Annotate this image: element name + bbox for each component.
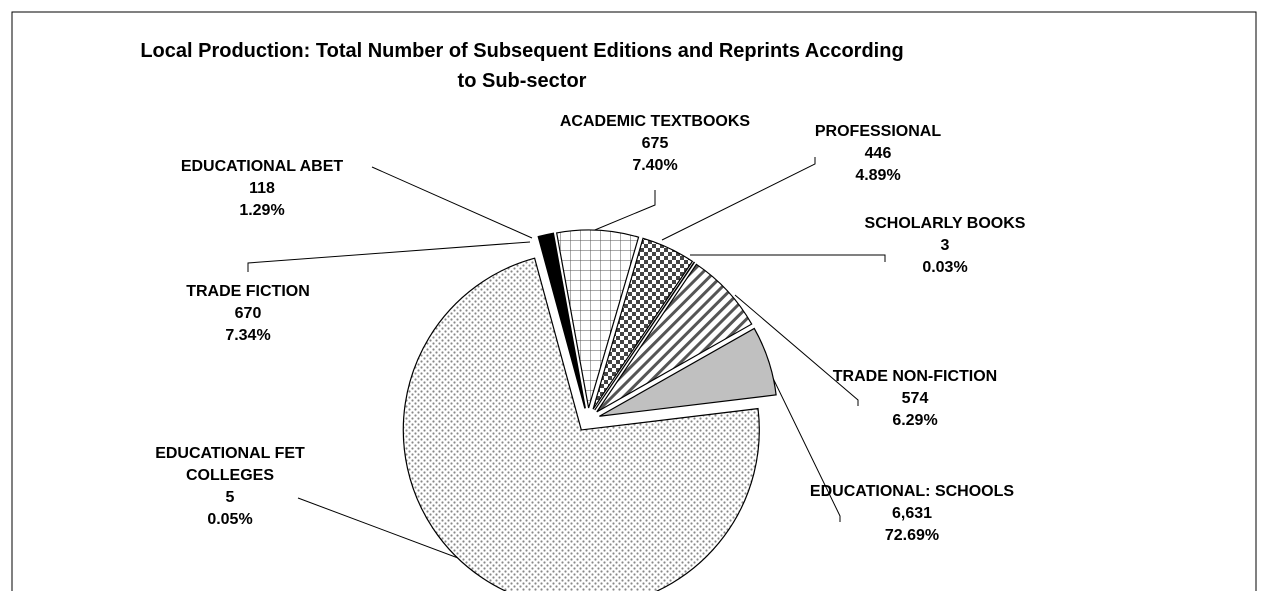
percentage-label: 1.29% [239,202,285,219]
slice-label: EDUCATIONAL ABET 118 1.29% [152,156,372,222]
value-label: 6,631 [891,505,933,522]
category-label: PROFESSIONAL [814,123,942,140]
category-label: EDUCATIONAL: SCHOOLS [809,483,1015,500]
pie-slice [596,263,753,413]
slice-label: EDUCATIONAL FET COLLEGES 5 0.05% [140,443,320,531]
category-label: EDUCATIONAL ABET [180,158,344,175]
pie-slice [599,327,777,417]
value-label: 675 [641,135,669,152]
category-label: ACADEMIC TEXTBOOKS [559,113,751,130]
value-label: 3 [940,237,950,254]
percentage-label: 72.69% [884,527,940,544]
category-label: TRADE NON-FICTION [832,368,998,385]
slice-label: TRADE NON-FICTION 574 6.29% [815,366,1015,432]
percentage-label: 7.34% [225,327,271,344]
value-label: 5 [225,489,235,506]
value-label: 574 [901,390,929,407]
slice-label: ACADEMIC TEXTBOOKS 675 7.40% [535,111,775,177]
value-label: 670 [234,305,262,322]
pie-slice [555,229,640,409]
value-label: 446 [864,145,892,162]
slice-label: PROFESSIONAL 446 4.89% [778,121,978,187]
percentage-label: 0.05% [207,511,253,528]
value-label: 118 [249,180,275,197]
percentage-label: 6.29% [892,412,938,429]
pie-slice [537,235,586,409]
percentage-label: 4.89% [855,167,901,184]
chart-title: Local Production: Total Number of Subseq… [140,40,904,92]
chart-border [11,11,1257,591]
category-label: SCHOLARLY BOOKS [864,215,1026,232]
percentage-label: 7.40% [632,157,678,174]
slice-label: SCHOLARLY BOOKS 3 0.03% [835,213,1055,279]
category-label: EDUCATIONAL FET COLLEGES [155,445,305,484]
percentage-label: 0.03% [922,259,968,276]
slice-label: TRADE FICTION 670 7.34% [148,281,348,347]
pie-slice [402,257,760,591]
category-label: TRADE FICTION [186,283,310,300]
slice-label: EDUCATIONAL: SCHOOLS 6,631 72.69% [802,481,1022,547]
pie-slice [592,237,694,410]
pie-slice [594,261,696,411]
